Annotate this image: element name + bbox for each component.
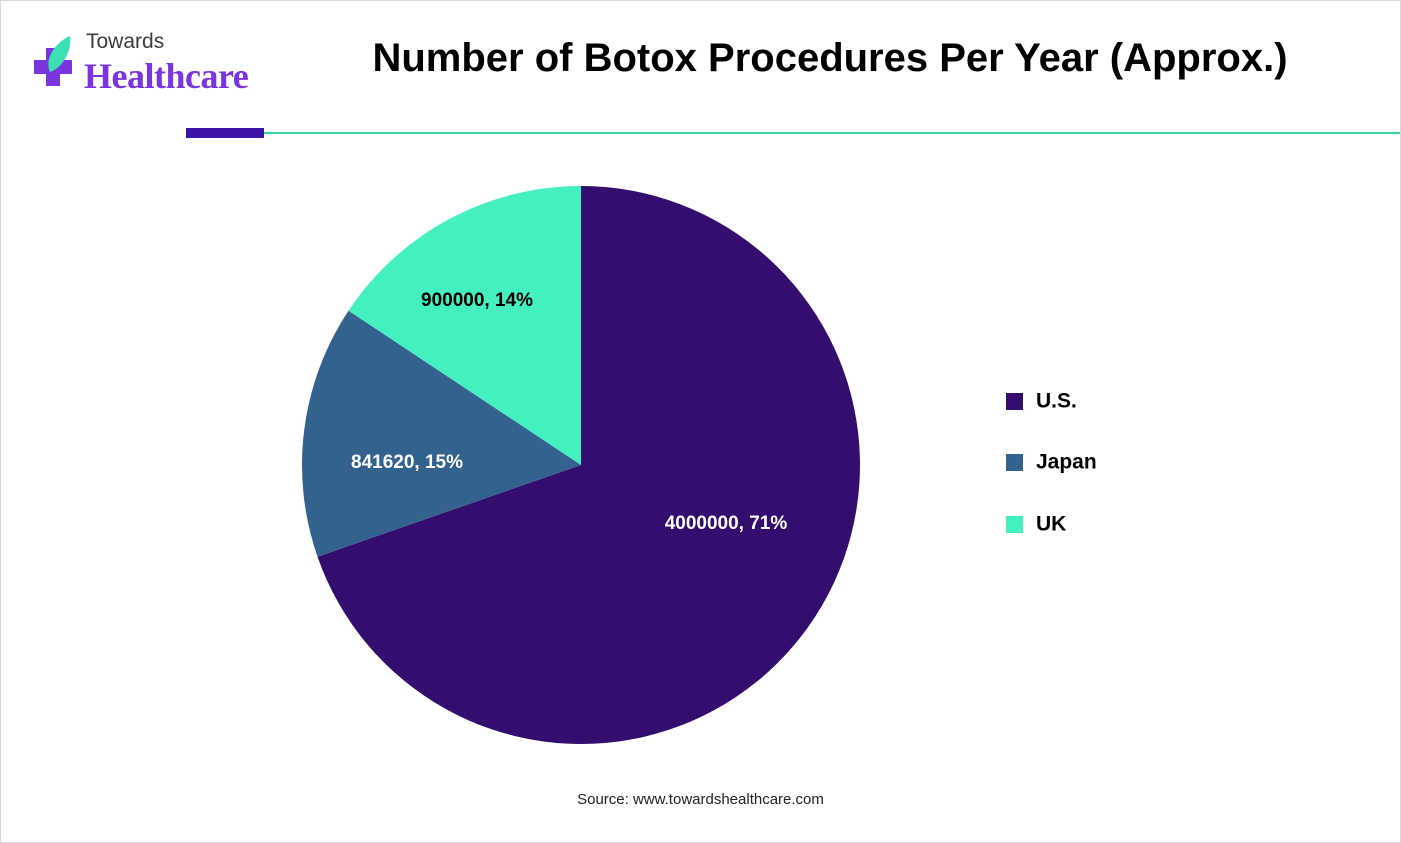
data-label-uk: 900000, 14% (421, 290, 533, 311)
title-underline-accent (186, 128, 264, 138)
legend-swatch (1006, 454, 1023, 471)
legend-label: UK (1036, 513, 1066, 536)
brand-name-main: Healthcare (84, 56, 249, 96)
source-note: Source: www.towardshealthcare.com (577, 791, 824, 808)
towards-healthcare-logo: Towards Healthcare (26, 30, 266, 100)
pie-slice-uk (348, 186, 581, 465)
title-underline (264, 132, 1400, 134)
data-label-u-s: 4000000, 71% (665, 513, 788, 534)
data-label-japan: 841620, 15% (351, 452, 463, 473)
pie-slice-japan (302, 310, 581, 557)
legend-swatch (1006, 516, 1023, 533)
pie-slice-u-s (317, 186, 861, 744)
brand-name-top: Towards (86, 30, 165, 53)
legend-swatch (1006, 393, 1023, 410)
medical-cross-leaf-icon (34, 36, 72, 86)
legend-label: U.S. (1036, 390, 1077, 413)
legend-label: Japan (1036, 451, 1097, 474)
chart-title: Number of Botox Procedures Per Year (App… (372, 36, 1288, 80)
